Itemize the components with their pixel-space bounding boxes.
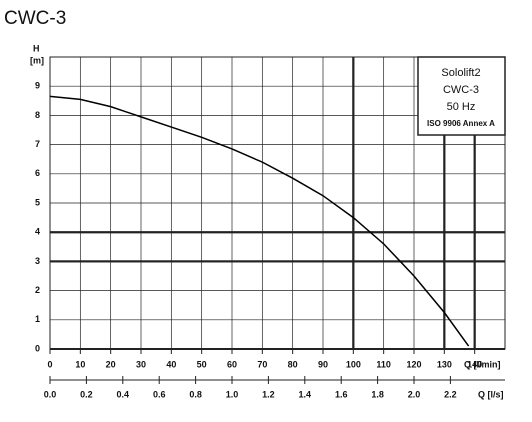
y-tick-label: 2 [35, 285, 40, 295]
y-tick-label: 0 [35, 343, 40, 353]
x2-tick-label: 0.0 [44, 389, 57, 399]
x2-tick-label: 0.8 [189, 389, 202, 399]
x-tick-label: 110 [376, 359, 391, 369]
y-tick-label: 4 [35, 227, 40, 237]
y-axis-label: H [33, 43, 40, 53]
y-tick-label: 8 [35, 110, 40, 120]
x2-axis-label: Q [l/s] [478, 389, 504, 399]
x2-tick-label: 1.4 [299, 389, 312, 399]
x2-tick-label: 1.6 [335, 389, 348, 399]
x-tick-label: 70 [257, 359, 267, 369]
x-tick-label: 120 [406, 359, 421, 369]
x2-tick-label: 0.4 [117, 389, 130, 399]
x2-tick-label: 2.0 [408, 389, 421, 399]
legend-text: ISO 9906 Annex A [427, 119, 495, 128]
x-tick-label: 140 [467, 359, 482, 369]
x-tick-label: 100 [346, 359, 361, 369]
x2-tick-label: 2.2 [444, 389, 457, 399]
x-tick-label: 50 [197, 359, 207, 369]
x2-tick-label: 1.2 [262, 389, 275, 399]
curve [49, 95, 470, 347]
x-axis-label: Q [l/min] [464, 359, 501, 369]
x2-tick-label: 0.2 [80, 389, 93, 399]
x2-tick-label: 0.6 [153, 389, 166, 399]
x2-tick-label: 1.8 [371, 389, 384, 399]
y-tick-label: 5 [35, 197, 40, 207]
legend-box [417, 56, 506, 136]
x-tick-label: 40 [166, 359, 176, 369]
x-tick-label: 0 [47, 359, 52, 369]
x-tick-label: 80 [288, 359, 298, 369]
x-tick-label: 90 [318, 359, 328, 369]
y-tick-label: 9 [35, 81, 40, 91]
y-tick-label: 6 [35, 168, 40, 178]
y-tick-label: 3 [35, 256, 40, 266]
x2-tick-label: 1.0 [226, 389, 239, 399]
chart-title: CWC-3 [4, 8, 66, 29]
y-tick-label: 1 [35, 314, 40, 324]
y-tick-label: 7 [35, 139, 40, 149]
legend-text: 50 Hz [447, 101, 476, 113]
x-tick-label: 130 [437, 359, 452, 369]
legend-text: CWC-3 [443, 84, 479, 96]
y-axis-unit: [m] [30, 55, 44, 65]
x-tick-label: 10 [75, 359, 85, 369]
legend-text: Sololift2 [441, 67, 480, 79]
x-tick-label: 30 [136, 359, 146, 369]
x-tick-label: 20 [106, 359, 116, 369]
x-tick-label: 60 [227, 359, 237, 369]
